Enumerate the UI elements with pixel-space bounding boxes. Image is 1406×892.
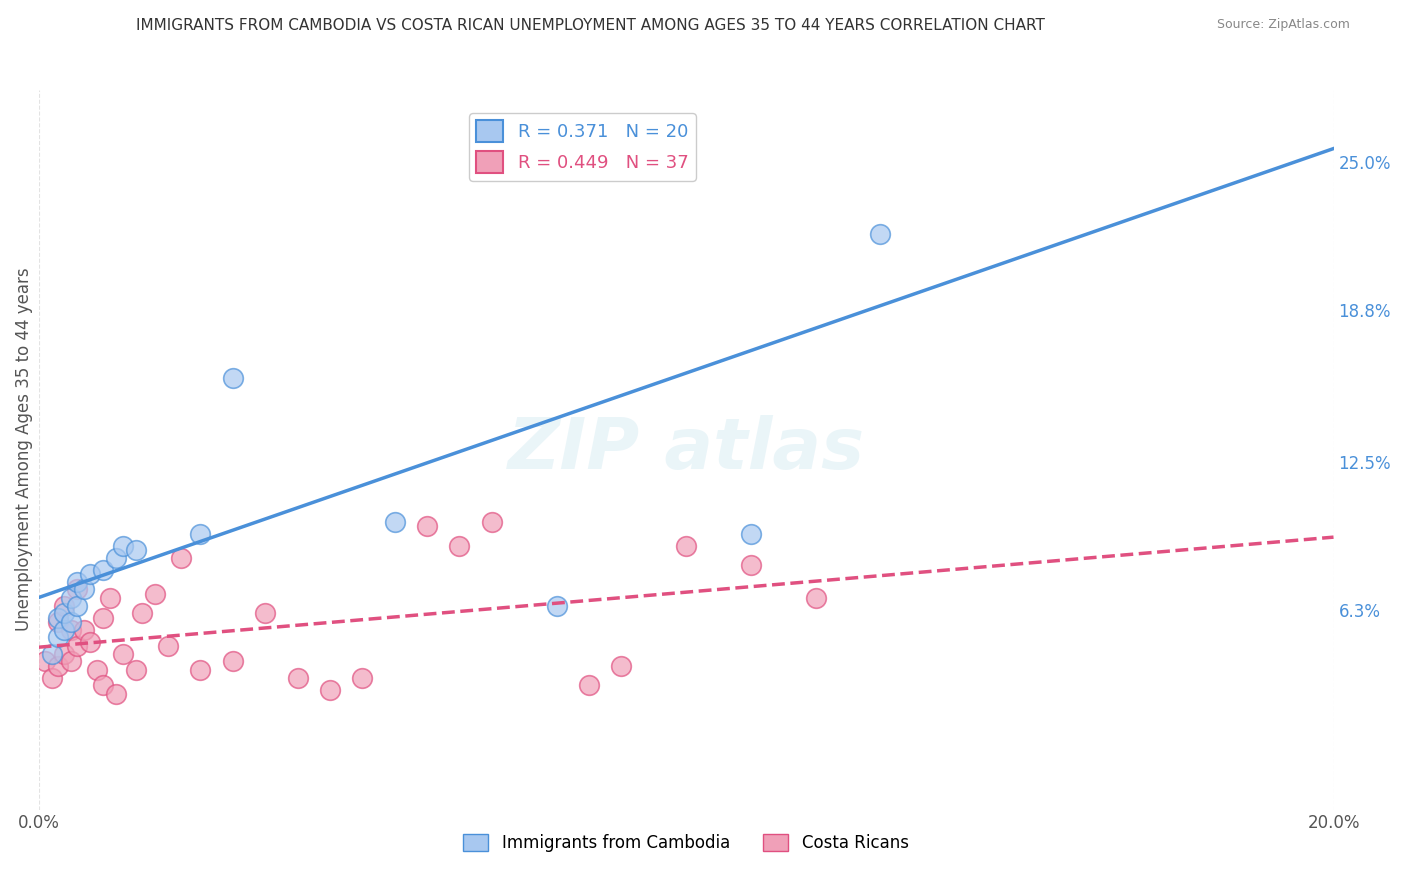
Point — [41, 647, 63, 661]
Point — [222, 370, 245, 384]
Point — [131, 606, 153, 620]
Point — [546, 599, 568, 613]
Point — [41, 671, 63, 685]
Text: Source: ZipAtlas.com: Source: ZipAtlas.com — [1216, 18, 1350, 31]
Point — [449, 539, 471, 553]
Point — [740, 558, 762, 572]
Point — [46, 610, 69, 624]
Point — [190, 526, 212, 541]
Point — [73, 623, 96, 637]
Point — [46, 658, 69, 673]
Point — [287, 671, 309, 685]
Legend: R = 0.371   N = 20, R = 0.449   N = 37: R = 0.371 N = 20, R = 0.449 N = 37 — [470, 113, 696, 180]
Point — [46, 630, 69, 644]
Point — [66, 582, 89, 596]
Point — [59, 623, 82, 637]
Point — [804, 591, 827, 606]
Point — [124, 664, 146, 678]
Point — [91, 610, 114, 624]
Point — [59, 591, 82, 606]
Point — [416, 519, 439, 533]
Point — [91, 678, 114, 692]
Point — [98, 591, 121, 606]
Y-axis label: Unemployment Among Ages 35 to 44 years: Unemployment Among Ages 35 to 44 years — [15, 268, 32, 632]
Point — [222, 654, 245, 668]
Point — [124, 543, 146, 558]
Point — [143, 586, 166, 600]
Point — [105, 687, 128, 701]
Point — [53, 647, 76, 661]
Text: ZIP atlas: ZIP atlas — [508, 415, 865, 484]
Point — [59, 615, 82, 630]
Point — [53, 599, 76, 613]
Point — [66, 640, 89, 654]
Point — [352, 671, 374, 685]
Point — [416, 59, 439, 73]
Point — [46, 615, 69, 630]
Point — [740, 526, 762, 541]
Point — [157, 640, 180, 654]
Point — [34, 654, 56, 668]
Point — [481, 515, 503, 529]
Point — [79, 567, 101, 582]
Text: IMMIGRANTS FROM CAMBODIA VS COSTA RICAN UNEMPLOYMENT AMONG AGES 35 TO 44 YEARS C: IMMIGRANTS FROM CAMBODIA VS COSTA RICAN … — [136, 18, 1045, 33]
Point — [190, 664, 212, 678]
Point — [254, 606, 277, 620]
Point — [675, 539, 697, 553]
Point — [869, 227, 891, 241]
Point — [170, 550, 193, 565]
Point — [66, 574, 89, 589]
Point — [73, 582, 96, 596]
Point — [578, 678, 600, 692]
Point — [79, 634, 101, 648]
Point — [91, 563, 114, 577]
Point — [59, 654, 82, 668]
Point — [384, 515, 406, 529]
Point — [111, 539, 134, 553]
Point — [86, 664, 108, 678]
Point — [53, 606, 76, 620]
Point — [111, 647, 134, 661]
Point — [610, 658, 633, 673]
Point — [53, 623, 76, 637]
Point — [105, 550, 128, 565]
Point — [319, 682, 342, 697]
Point — [66, 599, 89, 613]
